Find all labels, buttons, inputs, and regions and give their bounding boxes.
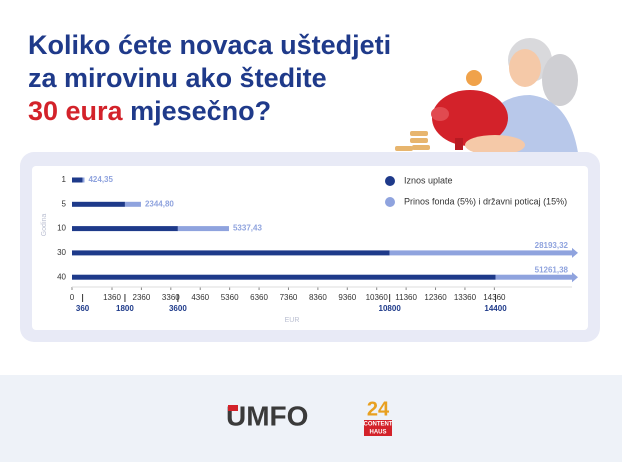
x-tick-label: 0: [70, 293, 75, 302]
bar-segment: [72, 274, 496, 280]
total-label: 28193,32: [535, 241, 569, 250]
x-tick-label: 12360: [424, 293, 447, 302]
legend-label: Iznos uplate: [404, 175, 453, 185]
contribution-label: 10800: [379, 304, 402, 313]
title-line: za mirovinu ako štedite: [28, 63, 327, 93]
x-tick-label: 7360: [280, 293, 298, 302]
logo-text: CONTENT: [364, 422, 393, 428]
overflow-arrow: [572, 272, 578, 283]
title-end: mjesečno?: [130, 96, 271, 126]
y-axis-label: Godina: [41, 214, 48, 237]
x-tick-label: 3360: [162, 293, 180, 302]
x-tick-label: 1360: [103, 293, 121, 302]
x-tick-label: 6360: [250, 293, 268, 302]
contribution-label: 1800: [116, 304, 134, 313]
logo-text: HAUS: [369, 430, 386, 436]
x-tick-label: 8360: [309, 293, 327, 302]
total-label: 2344,80: [145, 199, 174, 208]
x-tick-label: 13360: [454, 293, 477, 302]
bar-segment: [72, 250, 390, 256]
legend-marker: [385, 197, 395, 207]
title-highlight: 30 eura: [28, 96, 124, 126]
footer-band: [0, 375, 622, 462]
x-tick-label: 2360: [133, 293, 151, 302]
x-tick-label: 5360: [221, 293, 239, 302]
title-line: Koliko ćete novaca uštedjeti: [28, 30, 391, 60]
legend-label: Prinos fonda (5%) i državni poticaj (15%…: [404, 196, 567, 206]
bar-segment: [82, 177, 85, 183]
y-tick-label: 1: [62, 175, 67, 184]
x-axis-label: EUR: [285, 317, 300, 324]
illustration: [395, 38, 580, 170]
x-tick-label: 9360: [338, 293, 356, 302]
contribution-label: 3600: [169, 304, 187, 313]
bar-segment: [72, 201, 125, 207]
logo-umfo: UMFO: [226, 400, 308, 431]
y-tick-label: 5: [62, 199, 67, 208]
x-tick-label: 14360: [483, 293, 506, 302]
y-tick-label: 10: [57, 224, 66, 233]
total-label: 51261,38: [535, 265, 569, 274]
title-line: 30 eura mjesečno?: [28, 96, 271, 126]
overflow-arrow: [572, 247, 578, 258]
x-tick-label: 11360: [395, 293, 417, 302]
bar-segment: [72, 226, 178, 232]
logo-accent: [228, 405, 238, 411]
bar-segment: [495, 274, 572, 280]
bar-segment: [389, 250, 572, 256]
x-tick-label: 4360: [191, 293, 209, 302]
bar-segment: [177, 226, 229, 232]
logo-24: 24: [367, 398, 390, 420]
bar-segment: [124, 201, 141, 207]
bar-segment: [72, 177, 83, 183]
logo-box: [364, 420, 392, 436]
y-tick-label: 30: [57, 248, 66, 257]
contribution-label: 360: [76, 304, 90, 313]
x-tick-label: 10360: [366, 293, 389, 302]
total-label: 5337,43: [233, 224, 262, 233]
contribution-label: 14400: [484, 304, 507, 313]
legend-marker: [385, 176, 395, 186]
y-tick-label: 40: [57, 272, 66, 281]
total-label: 424,35: [88, 175, 113, 184]
